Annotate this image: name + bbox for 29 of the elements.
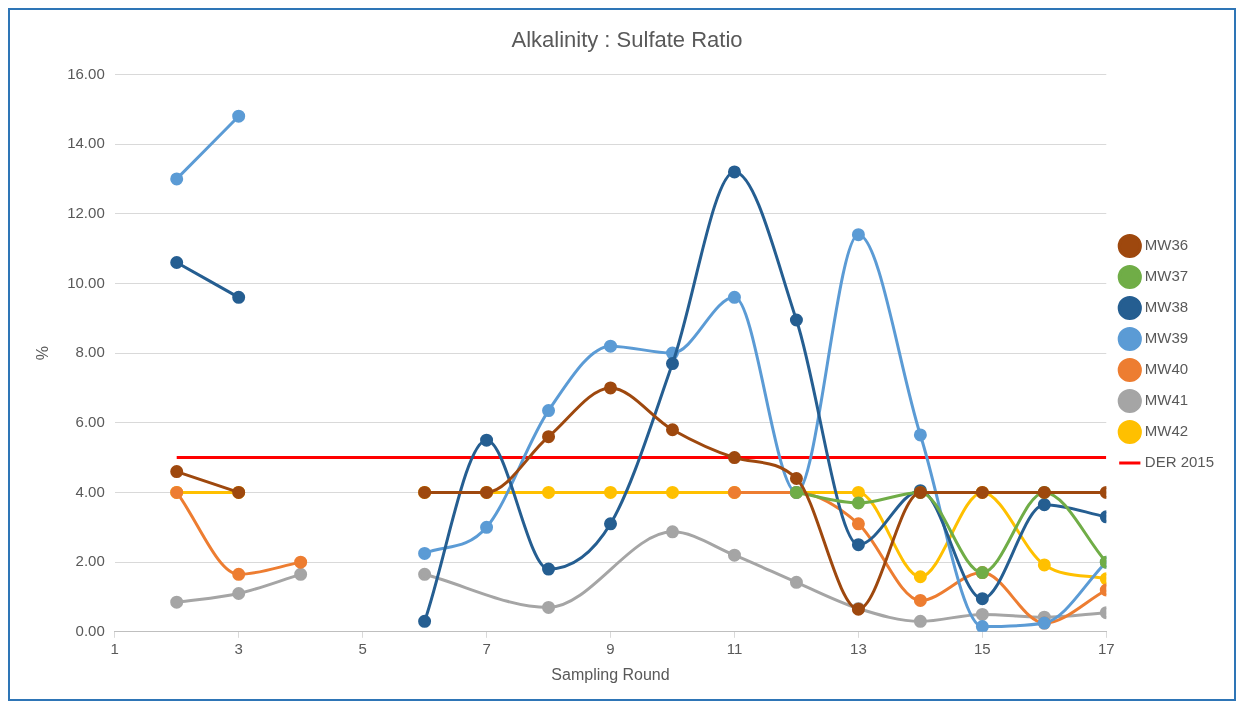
x-tick-label: 5 <box>358 639 367 657</box>
legend-label: MW38 <box>1144 298 1189 316</box>
y-tick-label: 4.00 <box>75 482 105 500</box>
x-tick-label: 3 <box>234 639 243 657</box>
legend-label: MW41 <box>1144 391 1189 409</box>
y-tick-label: 16.00 <box>67 64 105 82</box>
y-tick-label: 2.00 <box>75 552 105 570</box>
y-tick-label: 12.00 <box>67 203 105 221</box>
legend-label: DER 2015 <box>1144 453 1215 471</box>
y-axis-title: % <box>34 345 52 361</box>
y-tick-label: 10.00 <box>67 273 105 291</box>
x-tick-label: 7 <box>482 639 491 657</box>
legend-label: MW42 <box>1144 422 1189 440</box>
y-tick-label: 0.00 <box>75 621 105 639</box>
x-tick-label: 13 <box>850 639 867 657</box>
y-tick-label: 8.00 <box>75 343 105 361</box>
legend-label: MW37 <box>1144 267 1189 285</box>
legend-label: MW40 <box>1144 360 1189 378</box>
y-tick-label: 6.00 <box>75 412 105 430</box>
x-tick-label: 11 <box>726 639 743 657</box>
x-tick-label: 1 <box>110 639 119 657</box>
chart-title: Alkalinity : Sulfate Ratio <box>511 27 743 53</box>
y-tick-label: 14.00 <box>67 134 105 152</box>
legend-label: MW39 <box>1144 329 1189 347</box>
x-tick-label: 9 <box>606 639 615 657</box>
legend-label: MW36 <box>1144 236 1189 254</box>
x-tick-label: 17 <box>1097 639 1115 657</box>
x-tick-label: 15 <box>974 639 991 657</box>
x-axis-title: Sampling Round <box>551 665 670 683</box>
